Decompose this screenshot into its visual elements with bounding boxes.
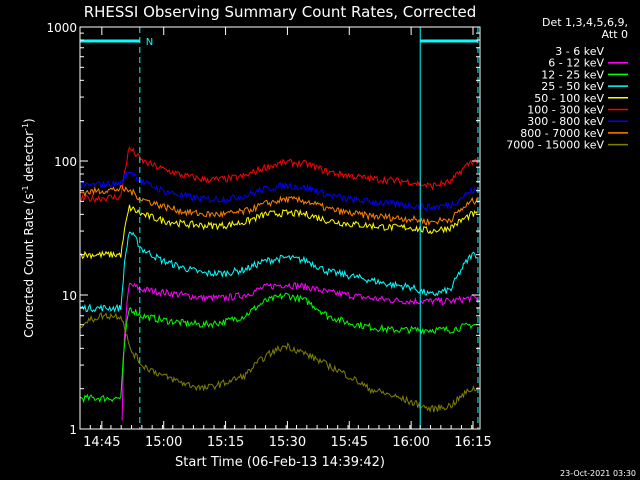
legend-label: 3 - 6 keV <box>555 45 604 58</box>
night-intervals: N <box>80 27 479 429</box>
series-line-8 <box>79 311 478 414</box>
series-line-1 <box>121 282 478 421</box>
series-line-2 <box>79 292 478 404</box>
legend-header-2: Att 0 <box>602 28 628 41</box>
y-axis-label-main: Corrected Count Rate (s <box>22 193 36 337</box>
x-tick-label: 15:00 <box>145 435 182 450</box>
series-line-3 <box>79 231 478 313</box>
series-line-0 <box>121 334 478 430</box>
legend-label: 300 - 800 keV <box>527 115 604 128</box>
series-layer <box>79 146 478 430</box>
y-tick-label: 1 <box>69 423 77 437</box>
x-axis: 14:45 15:00 15:15 15:30 15:45 16:00 16:15 <box>79 27 492 450</box>
y-axis-label-sup1: -1 <box>21 185 30 193</box>
y-axis-label-mid: detector <box>22 131 36 186</box>
x-tick-label: 14:45 <box>83 435 120 450</box>
y-tick-label: 100 <box>54 155 77 169</box>
x-tick-label: 16:00 <box>392 435 429 450</box>
y-axis: 1 10 100 1000 <box>46 21 480 437</box>
legend-label: 100 - 300 keV <box>527 104 604 117</box>
chart-title: RHESSI Observing Summary Count Rates, Co… <box>84 3 477 21</box>
plot-frame <box>79 26 481 430</box>
legend-label: 50 - 100 keV <box>534 92 604 105</box>
legend-label: 7000 - 15000 keV <box>506 139 604 152</box>
y-axis-label-end: ) <box>22 118 36 123</box>
y-axis-label-sup2: -1 <box>21 123 30 131</box>
legend-header-1: Det 1,3,4,5,6,9, <box>542 16 628 29</box>
legend-label: 25 - 50 keV <box>541 80 604 93</box>
x-tick-label: 15:45 <box>331 435 368 450</box>
x-axis-label: Start Time (06-Feb-13 14:39:42) <box>175 455 385 470</box>
y-tick-label: 10 <box>62 289 77 303</box>
series-line-5 <box>79 146 478 204</box>
night-bar-label: N <box>146 37 153 48</box>
legend-label: 800 - 7000 keV <box>520 127 604 140</box>
series-line-4 <box>79 204 478 260</box>
x-tick-label: 15:30 <box>269 435 306 450</box>
y-tick-label: 1000 <box>46 21 77 35</box>
x-tick-label: 15:15 <box>207 435 244 450</box>
series-line-6 <box>79 171 478 212</box>
footer-date: 23-Oct-2021 03:30 <box>560 469 636 478</box>
legend-label: 6 - 12 keV <box>548 57 604 70</box>
y-axis-label: Corrected Count Rate (s-1 detector-1) <box>21 118 36 337</box>
series-line-7 <box>79 185 478 226</box>
x-tick-label: 16:15 <box>454 435 491 450</box>
legend-label: 12 - 25 keV <box>541 68 604 81</box>
